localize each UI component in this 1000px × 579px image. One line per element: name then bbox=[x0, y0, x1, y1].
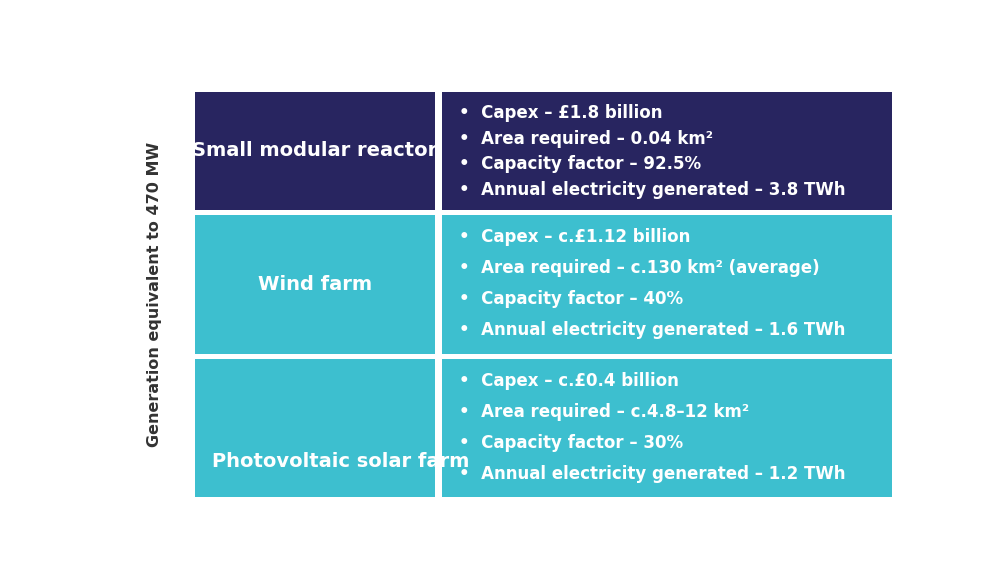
Text: Wind farm: Wind farm bbox=[258, 275, 372, 294]
Text: •  Capex – c.£1.12 billion: • Capex – c.£1.12 billion bbox=[459, 228, 690, 246]
Text: •  Area required – 0.04 km²: • Area required – 0.04 km² bbox=[459, 130, 713, 148]
Text: •  Area required – c.130 km² (average): • Area required – c.130 km² (average) bbox=[459, 259, 819, 277]
Text: •  Annual electricity generated – 3.8 TWh: • Annual electricity generated – 3.8 TWh bbox=[459, 181, 845, 199]
FancyBboxPatch shape bbox=[195, 359, 435, 497]
Text: •  Annual electricity generated – 1.6 TWh: • Annual electricity generated – 1.6 TWh bbox=[459, 321, 845, 339]
FancyBboxPatch shape bbox=[442, 215, 892, 354]
FancyBboxPatch shape bbox=[195, 92, 435, 210]
Text: Small modular reactor: Small modular reactor bbox=[192, 141, 438, 160]
Text: •  Capacity factor – 30%: • Capacity factor – 30% bbox=[459, 434, 683, 452]
Text: •  Annual electricity generated – 1.2 TWh: • Annual electricity generated – 1.2 TWh bbox=[459, 464, 845, 482]
Text: Generation equivalent to 470 MW: Generation equivalent to 470 MW bbox=[147, 142, 162, 447]
Text: Photovoltaic solar farm: Photovoltaic solar farm bbox=[212, 452, 469, 471]
FancyBboxPatch shape bbox=[442, 92, 892, 210]
Text: •  Area required – c.4.8–12 km²: • Area required – c.4.8–12 km² bbox=[459, 403, 749, 421]
FancyBboxPatch shape bbox=[442, 359, 892, 497]
Text: •  Capacity factor – 40%: • Capacity factor – 40% bbox=[459, 290, 683, 308]
Text: •  Capex – £1.8 billion: • Capex – £1.8 billion bbox=[459, 104, 662, 122]
Text: •  Capacity factor – 92.5%: • Capacity factor – 92.5% bbox=[459, 156, 701, 174]
FancyBboxPatch shape bbox=[195, 215, 435, 354]
Text: •  Capex – c.£0.4 billion: • Capex – c.£0.4 billion bbox=[459, 372, 679, 390]
